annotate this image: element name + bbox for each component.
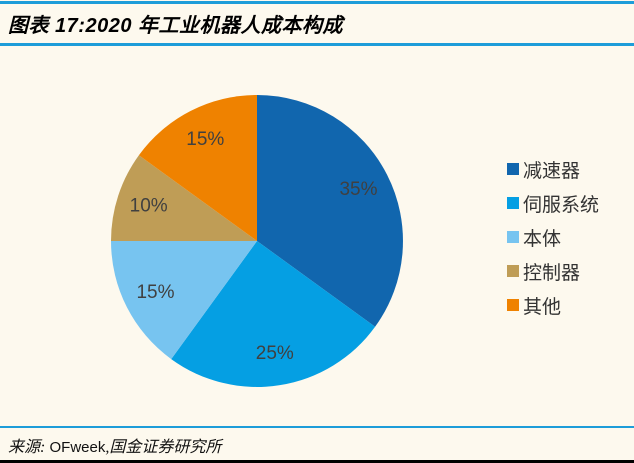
source-prefix: 来源: [8,439,46,456]
legend-label: 减速器 [523,160,581,182]
pie-value-label: 25% [256,343,294,364]
legend-label: 其他 [523,296,562,318]
top-divider [0,1,634,4]
legend-item-servo-system: 伺服系统 [507,186,599,220]
legend-item-controller: 控制器 [507,254,599,288]
pie-slice-控制器 [111,155,257,241]
legend-swatch [507,163,519,175]
legend-swatch [507,265,519,277]
legend-item-body: 本体 [507,220,599,254]
bottom-border [0,460,634,463]
source-suffix: ,国金证券研究所 [105,439,222,456]
legend-label: 本体 [523,228,562,250]
pie-chart-area: 35% 25% 15% 10% 15% 减速器 伺服系统 本体 控制器 其他 [0,46,634,426]
legend-label: 控制器 [523,262,581,284]
pie-value-label: 15% [136,282,174,303]
legend-swatch [507,197,519,209]
pie-slice-伺服系统 [171,241,376,387]
pie-slice-其他 [138,95,257,241]
pie-value-label: 15% [186,129,224,150]
pie-slice-减速器 [257,95,403,327]
pie-slice-本体 [111,241,257,360]
legend-swatch [507,231,519,243]
page-title: 图表 17:2020 年工业机器人成本构成 [8,15,344,37]
pie-value-label: 35% [339,179,377,200]
legend-label: 伺服系统 [523,194,600,216]
pie-chart: 35% 25% 15% 10% 15% [111,95,403,387]
legend-swatch [507,299,519,311]
footer-divider [0,426,634,428]
legend-item-reducer: 减速器 [507,152,599,186]
legend-item-other: 其他 [507,288,599,322]
source-note: 来源: OFweek,国金证券研究所 [8,433,221,457]
pie-value-label: 10% [130,195,168,216]
chart-legend: 减速器 伺服系统 本体 控制器 其他 [507,152,599,322]
source-org: OFweek [49,439,106,456]
title-divider [0,43,634,46]
